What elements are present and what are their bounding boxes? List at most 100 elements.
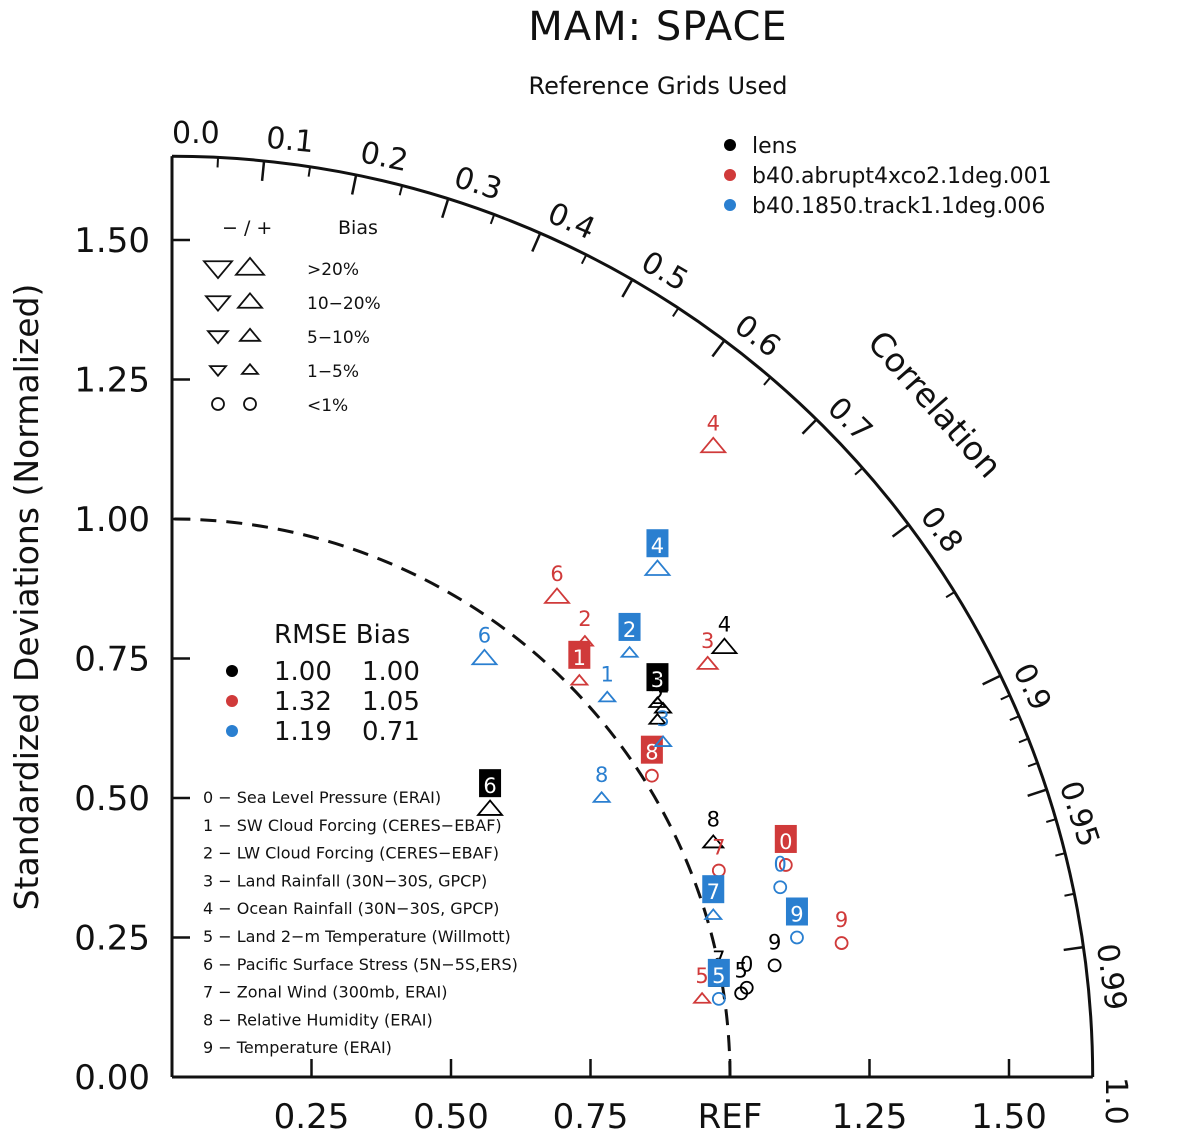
x-tick-label: 1.25 xyxy=(832,1097,908,1135)
point-track-3: 3 xyxy=(653,707,673,747)
correlation-minor-tick xyxy=(1027,761,1038,768)
point-lens-5: 5 xyxy=(734,958,749,1001)
correlation-tick-mark xyxy=(441,198,450,219)
bias-legend: − / + Bias >20% 10−20% 5−10% 1−5% <1% xyxy=(202,217,381,416)
point-marker xyxy=(591,790,612,803)
point-marker xyxy=(695,655,720,670)
point-label: 7 xyxy=(707,880,720,904)
bias-legend-label: >20% xyxy=(307,260,359,280)
point-label: 1 xyxy=(601,663,614,687)
point-marker xyxy=(710,637,739,654)
point-marker xyxy=(543,587,571,604)
bias-value: 1.05 xyxy=(362,687,420,717)
point-abrupt-6: 6 xyxy=(543,562,571,604)
correlation-minor-tick xyxy=(945,591,956,599)
variable-list-item: 1 − SW Cloud Forcing (CERES−EBAF) xyxy=(203,816,502,835)
point-marker xyxy=(619,645,640,658)
legend-dot-track xyxy=(724,199,736,211)
point-label: 4 xyxy=(651,534,664,558)
point-label: 4 xyxy=(707,411,720,435)
point-marker xyxy=(644,768,659,783)
variable-list-item: 9 − Temperature (ERAI) xyxy=(203,1038,392,1057)
point-label: 0 xyxy=(740,953,753,977)
legend-label-abrupt: b40.abrupt4xco2.1deg.001 xyxy=(752,164,1052,189)
point-label: 0 xyxy=(779,830,792,854)
data-points: 034567891201234567890123456789 xyxy=(470,411,849,1006)
point-label-box xyxy=(568,640,591,669)
point-lens-9: 9 xyxy=(767,930,782,973)
variable-list-item: 7 − Zonal Wind (300mb, ERAI) xyxy=(203,983,447,1002)
point-marker xyxy=(692,991,713,1004)
correlation-tick-mark xyxy=(891,523,910,538)
point-label-box xyxy=(618,612,641,641)
correlation-tick-mark xyxy=(260,160,266,181)
variable-list-item: 0 − Sea Level Pressure (ERAI) xyxy=(203,788,441,807)
point-track-4: 4 xyxy=(643,529,672,576)
correlation-minor-tick xyxy=(580,254,588,265)
bias-legend-pos-triangle xyxy=(236,291,264,309)
point-lens-1: 1 xyxy=(653,674,673,714)
point-marker xyxy=(773,880,788,895)
point-label-box xyxy=(646,529,669,558)
bias-legend-pos-circle xyxy=(243,397,257,411)
correlation-tick-mark xyxy=(1063,945,1084,952)
point-label-box xyxy=(702,875,725,904)
reference-arc xyxy=(171,517,732,1078)
correlation-tick-label: 1.0 xyxy=(1098,1077,1133,1125)
variable-list-item: 2 − LW Cloud Forcing (CERES−EBAF) xyxy=(203,844,499,863)
point-track-2: 2 xyxy=(618,612,641,658)
point-marker xyxy=(767,958,782,973)
point-label-box xyxy=(479,769,502,798)
point-label: 9 xyxy=(768,930,781,954)
bias-legend-pos-triangle xyxy=(240,362,260,375)
rmse-value: 1.19 xyxy=(274,717,332,747)
point-lens-3: 3 xyxy=(646,663,669,708)
point-abrupt-5: 5 xyxy=(692,964,713,1004)
y-tick-label: 0.00 xyxy=(74,1058,150,1098)
point-label: 3 xyxy=(656,707,669,731)
point-label: 2 xyxy=(651,685,664,709)
correlation-minor-tick xyxy=(1055,852,1066,857)
point-lens-8: 8 xyxy=(701,808,726,849)
correlation-minor-tick xyxy=(854,467,864,476)
point-marker xyxy=(643,559,672,576)
y-tick-label: 0.75 xyxy=(74,640,150,680)
correlation-tick-label: 0.8 xyxy=(913,500,970,559)
correlation-tick-label: 0.5 xyxy=(635,245,694,299)
legend-dot-lens xyxy=(724,139,736,151)
correlation-tick-label: 0.9 xyxy=(1006,658,1058,716)
y-tick-label: 0.50 xyxy=(74,779,150,819)
bias-legend-neg-triangle xyxy=(202,260,234,280)
point-marker xyxy=(711,991,726,1006)
point-label: 1 xyxy=(656,674,669,698)
variable-list: 0 − Sea Level Pressure (ERAI) 1 − SW Clou… xyxy=(203,788,518,1057)
point-label: 5 xyxy=(712,964,725,988)
point-marker xyxy=(597,690,618,703)
variable-list-item: 8 − Relative Humidity (ERAI) xyxy=(203,1010,433,1029)
legend-label-track: b40.1850.track1.1deg.006 xyxy=(752,194,1045,219)
point-label: 8 xyxy=(595,763,608,787)
point-label: 3 xyxy=(701,629,714,653)
rmse-table-header: RMSE Bias xyxy=(274,620,410,650)
bias-legend-neg-triangle xyxy=(204,295,232,313)
point-marker xyxy=(647,712,668,725)
correlation-tick-mark xyxy=(1027,788,1048,797)
bias-legend-neg-triangle xyxy=(206,330,230,345)
correlation-minor-tick xyxy=(1000,694,1011,701)
rmse-value: 1.00 xyxy=(274,657,332,687)
point-marker xyxy=(790,930,804,945)
x-tick-label: 0.75 xyxy=(553,1097,629,1135)
point-marker xyxy=(734,986,749,1001)
correlation-tick-label: 0.0 xyxy=(172,116,220,151)
correlation-minor-tick xyxy=(216,157,220,168)
variable-list-item: 3 − Land Rainfall (30N−30S, GPCP) xyxy=(203,871,487,890)
point-label: 2 xyxy=(623,618,636,642)
point-label-box xyxy=(707,958,730,987)
point-marker xyxy=(574,634,595,647)
bias-legend-header: Bias xyxy=(338,217,378,239)
point-marker xyxy=(711,863,726,878)
point-abrupt-8: 8 xyxy=(640,735,663,783)
point-label: 3 xyxy=(651,668,664,692)
point-marker xyxy=(834,936,849,950)
